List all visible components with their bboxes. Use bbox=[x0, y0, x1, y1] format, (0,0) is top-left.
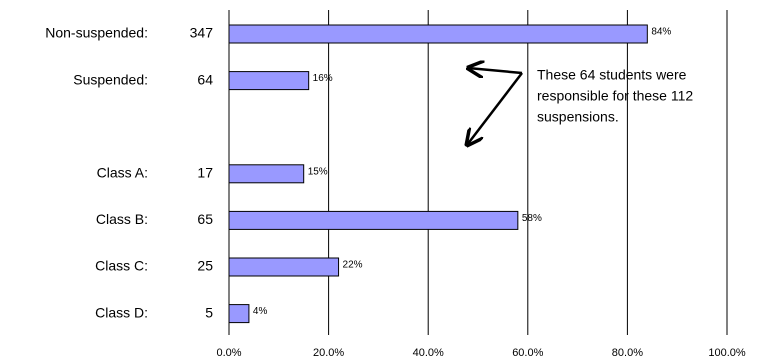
value-label: 16% bbox=[313, 73, 333, 84]
annotation-text: responsible for these 112 bbox=[537, 88, 693, 104]
bar bbox=[228, 24, 648, 44]
bar bbox=[228, 304, 250, 324]
count-label: 64 bbox=[197, 71, 213, 87]
arrow bbox=[467, 72, 523, 145]
annotation-arrows bbox=[467, 68, 523, 145]
x-tick-label: 100.0% bbox=[708, 347, 746, 359]
value-label: 58% bbox=[522, 213, 542, 224]
x-tick-label: 60.0% bbox=[512, 347, 543, 359]
count-label: 17 bbox=[197, 165, 213, 181]
category-label: Class D: bbox=[95, 304, 148, 320]
annotation-text: These 64 students were bbox=[537, 67, 687, 83]
value-label: 22% bbox=[343, 260, 363, 271]
category-label: Non-suspended: bbox=[45, 25, 148, 41]
value-label: 4% bbox=[253, 306, 268, 317]
bar bbox=[228, 164, 305, 184]
count-label: 5 bbox=[205, 304, 213, 320]
count-label: 25 bbox=[197, 258, 213, 274]
bar bbox=[228, 71, 310, 91]
category-label: Class B: bbox=[96, 211, 148, 227]
x-tick-label: 80.0% bbox=[612, 347, 643, 359]
arrow bbox=[468, 68, 523, 73]
category-label: Class A: bbox=[97, 165, 148, 181]
x-tick-label: 20.0% bbox=[313, 347, 344, 359]
value-label: 15% bbox=[308, 166, 328, 177]
x-tick-label: 0.0% bbox=[216, 347, 241, 359]
count-label: 347 bbox=[190, 25, 214, 41]
bar bbox=[228, 257, 340, 277]
category-label: Class C: bbox=[95, 258, 148, 274]
annotation-text: suspensions. bbox=[537, 109, 619, 125]
x-tick-label: 40.0% bbox=[413, 347, 444, 359]
bar bbox=[228, 210, 519, 230]
count-label: 65 bbox=[197, 211, 213, 227]
category-label: Suspended: bbox=[73, 71, 148, 87]
value-label: 84% bbox=[651, 27, 671, 38]
